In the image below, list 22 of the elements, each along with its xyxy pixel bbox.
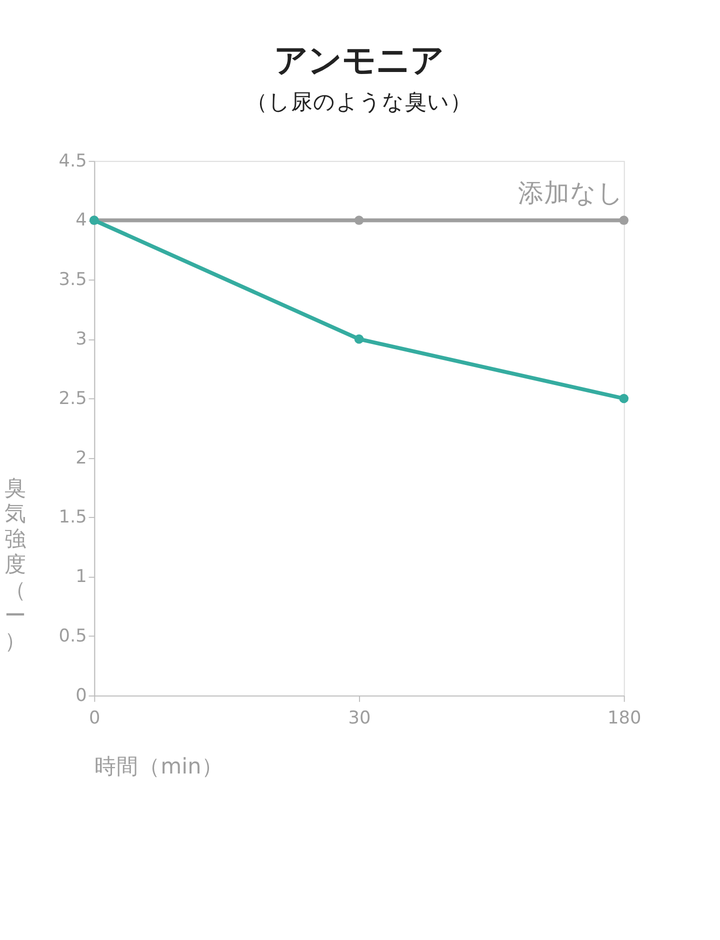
y-tick-label: 3.5 xyxy=(58,270,87,290)
y-tick-label: 2 xyxy=(76,448,87,468)
x-axis-title: 時間（min） xyxy=(94,754,224,780)
point xyxy=(354,334,364,344)
y-tick-label: 1.5 xyxy=(58,508,87,528)
y-tick-label: 1 xyxy=(76,567,87,588)
y-tick-label: 0 xyxy=(76,686,87,706)
y-tick-label: 4.5 xyxy=(58,151,87,172)
y-tick-label: 2.5 xyxy=(58,388,87,409)
y-tick-label: 0.5 xyxy=(58,626,87,646)
y-axis-title: 臭気強度（ー） xyxy=(4,476,26,654)
x-tick-label: 0 xyxy=(89,708,100,728)
y-tick-label: 4 xyxy=(76,210,87,231)
series-label: 添加なし xyxy=(518,178,624,209)
x-tick-label: 30 xyxy=(348,708,371,728)
x-tick-label: 180 xyxy=(608,708,642,728)
point xyxy=(619,216,629,225)
y-tick-label: 3 xyxy=(76,329,87,350)
chart-title: アンモニア xyxy=(274,40,444,80)
chart-subtitle: （し尿のような臭い） xyxy=(246,90,472,115)
point xyxy=(354,216,364,225)
point xyxy=(619,394,629,404)
